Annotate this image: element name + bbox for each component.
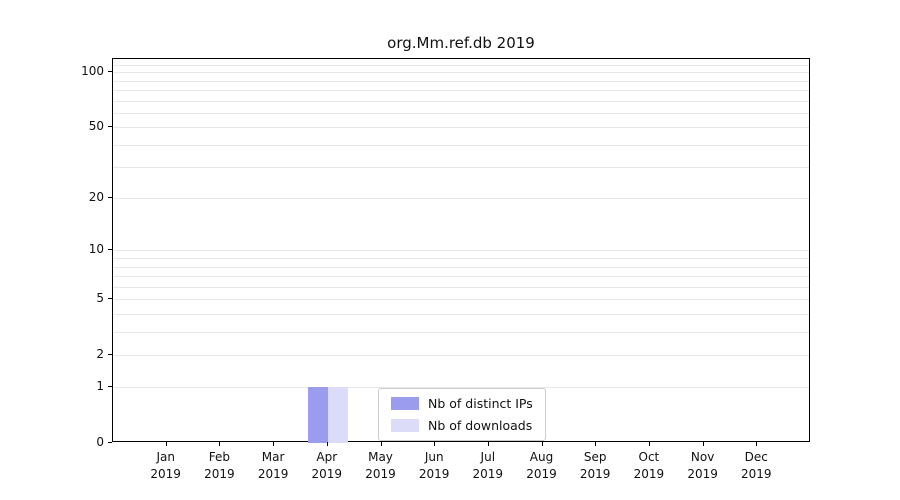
bar-distinct-ips (307, 387, 328, 443)
gridline (113, 100, 809, 102)
gridline (113, 313, 809, 315)
gridline (113, 72, 809, 74)
x-tick-label: Mar 2019 (257, 450, 289, 481)
y-tick (108, 386, 112, 388)
legend-label-downloads: Nb of downloads (428, 418, 533, 433)
legend-item-distinct-ips: Nb of distinct IPs (391, 396, 533, 411)
bar-downloads (327, 387, 348, 443)
legend-swatch-distinct-ips (391, 397, 419, 410)
x-tick (326, 442, 328, 446)
x-tick-label: Nov 2019 (687, 450, 718, 481)
x-tick (595, 442, 597, 446)
legend: Nb of distinct IPs Nb of downloads (378, 388, 546, 441)
legend-swatch-downloads (391, 419, 419, 432)
y-tick-label: 1 (96, 379, 104, 394)
x-tick (756, 442, 758, 446)
y-tick (108, 298, 112, 299)
y-tick (108, 126, 112, 128)
y-tick-label: 100 (81, 64, 104, 79)
x-tick-label: Aug 2019 (526, 450, 557, 481)
gridline (113, 64, 809, 66)
y-tick-label: 10 (88, 242, 104, 257)
y-tick (108, 249, 112, 251)
chart-title: org.Mm.ref.db 2019 (387, 34, 535, 52)
gridline (113, 198, 809, 200)
gridline (113, 250, 809, 252)
x-tick (487, 442, 489, 446)
x-tick-label: Apr 2019 (311, 450, 343, 481)
x-tick-label: Jan 2019 (150, 450, 181, 481)
x-tick-label: Feb 2019 (204, 450, 235, 481)
gridline (113, 127, 809, 129)
x-tick (273, 442, 275, 446)
y-tick-label: 50 (88, 119, 104, 134)
x-tick-label: Dec 2019 (741, 450, 772, 481)
x-tick-label: Jul 2019 (472, 450, 504, 481)
x-tick-label: Sep 2019 (579, 450, 611, 481)
x-tick (541, 442, 543, 446)
gridline (113, 112, 809, 114)
x-tick-label: Jun 2019 (418, 450, 450, 481)
gridline (113, 286, 809, 288)
y-tick (108, 71, 112, 73)
gridline (113, 354, 809, 356)
x-tick (165, 442, 167, 446)
plot-area (112, 58, 810, 443)
x-tick (380, 442, 382, 446)
gridline (113, 387, 809, 389)
y-tick-label: 20 (88, 190, 104, 205)
legend-label-distinct-ips: Nb of distinct IPs (428, 396, 533, 411)
gridline (113, 167, 809, 169)
gridline (113, 258, 809, 259)
gridline (113, 331, 809, 333)
y-tick (108, 197, 112, 199)
gridline (113, 266, 809, 268)
y-tick-label: 2 (96, 346, 104, 361)
gridline (113, 144, 809, 146)
x-tick-label: Oct 2019 (633, 450, 665, 481)
gridline (113, 89, 809, 91)
y-tick (108, 353, 112, 355)
x-tick-label: May 2019 (365, 450, 396, 481)
gridline (113, 299, 809, 300)
x-tick (434, 442, 436, 446)
legend-item-downloads: Nb of downloads (391, 418, 533, 433)
y-tick (108, 442, 112, 443)
x-tick (648, 442, 650, 446)
y-tick-label: 0 (96, 435, 104, 449)
y-tick-label: 5 (96, 291, 104, 305)
x-tick (219, 442, 221, 446)
gridline (113, 80, 809, 82)
x-tick (702, 442, 704, 446)
gridline (113, 275, 809, 277)
